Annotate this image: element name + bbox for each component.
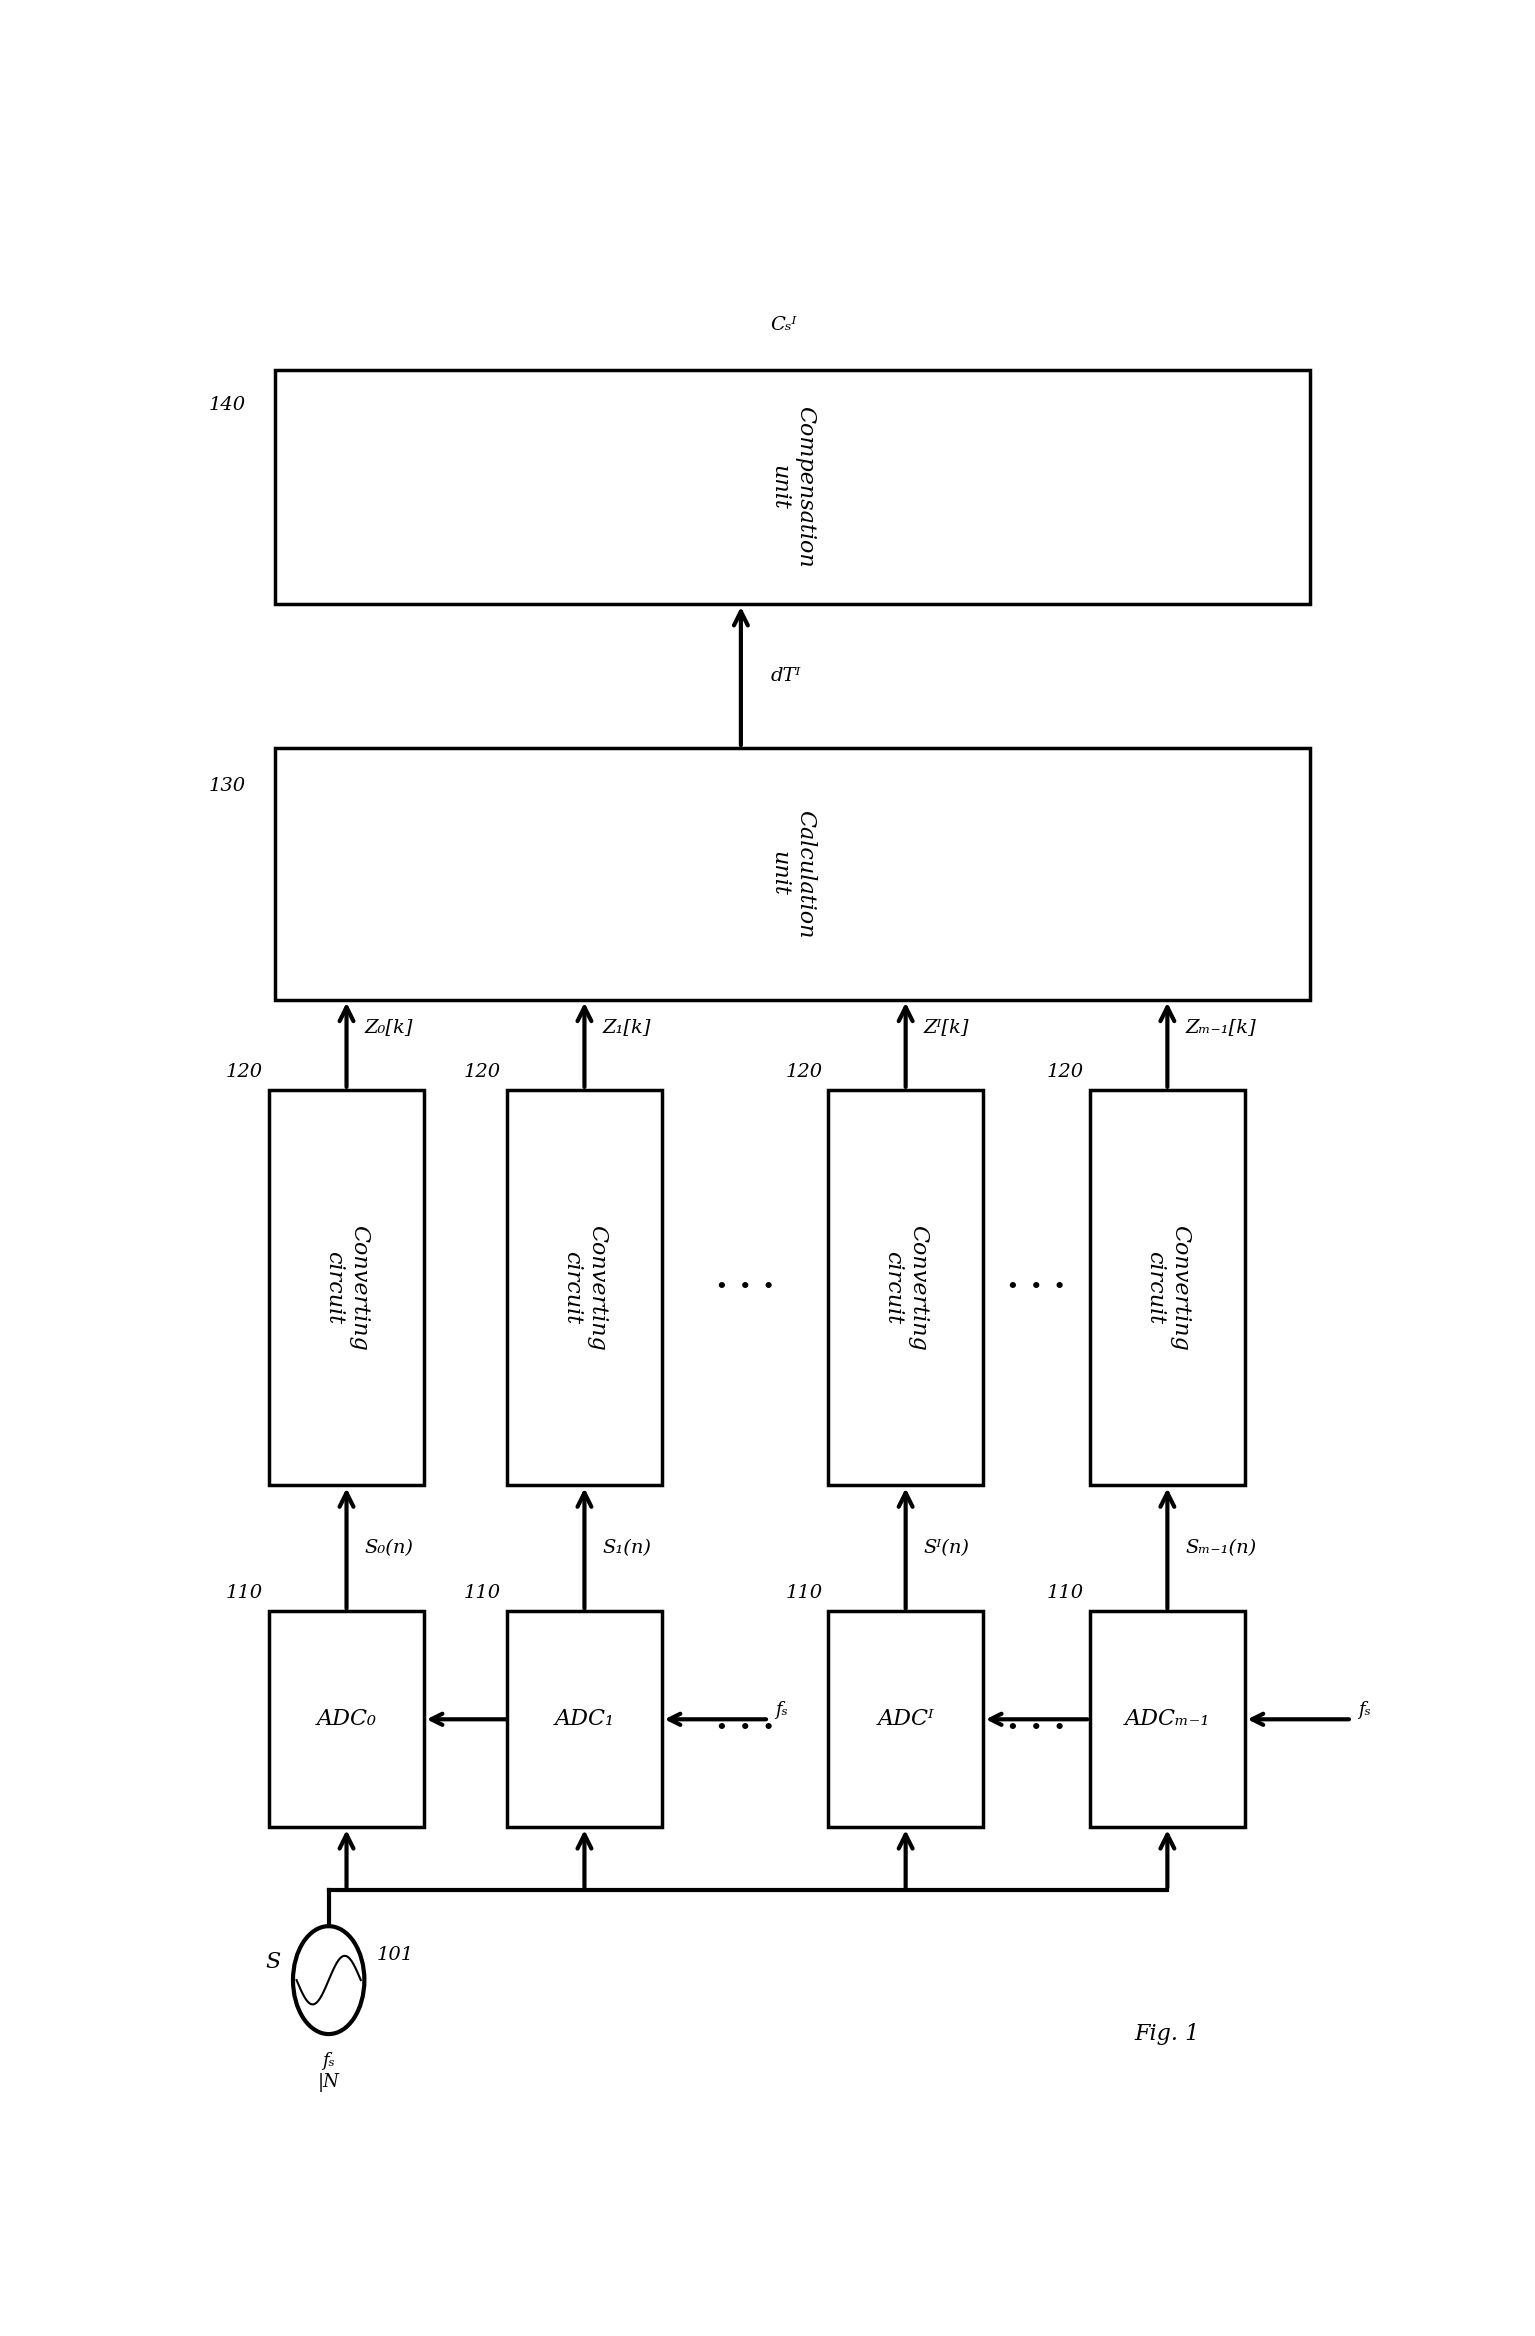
Text: . . .: . . . bbox=[1007, 1261, 1065, 1294]
Bar bbox=[275, 748, 1311, 1000]
Text: Cₛᴵ: Cₛᴵ bbox=[771, 315, 797, 334]
Bar bbox=[1090, 1091, 1245, 1486]
Text: 140: 140 bbox=[209, 397, 246, 413]
Bar bbox=[275, 371, 1311, 605]
Text: Sₘ₋₁(n): Sₘ₋₁(n) bbox=[1185, 1539, 1257, 1558]
Text: Z₁[k]: Z₁[k] bbox=[602, 1018, 651, 1035]
Bar bbox=[829, 1091, 982, 1486]
Text: S₀(n): S₀(n) bbox=[364, 1539, 413, 1558]
Text: 101: 101 bbox=[376, 1946, 413, 1965]
Text: fₛ: fₛ bbox=[537, 1701, 550, 1719]
Text: Converting
circuit: Converting circuit bbox=[322, 1224, 370, 1350]
Text: Sᴵ(n): Sᴵ(n) bbox=[924, 1539, 970, 1558]
Text: 110: 110 bbox=[464, 1584, 500, 1602]
Bar bbox=[507, 1612, 662, 1827]
Text: 130: 130 bbox=[209, 778, 246, 794]
Text: Converting
circuit: Converting circuit bbox=[1144, 1224, 1191, 1350]
Text: S₁(n): S₁(n) bbox=[602, 1539, 651, 1558]
Text: fₛ: fₛ bbox=[1096, 1701, 1108, 1719]
Text: . . .: . . . bbox=[1007, 1703, 1065, 1736]
Text: . . .: . . . bbox=[715, 1261, 774, 1294]
Text: ADCᴵ: ADCᴵ bbox=[878, 1708, 933, 1731]
Text: 120: 120 bbox=[1047, 1063, 1084, 1082]
Text: Zₘ₋₁[k]: Zₘ₋₁[k] bbox=[1185, 1018, 1256, 1035]
Bar bbox=[269, 1612, 424, 1827]
Bar bbox=[507, 1091, 662, 1486]
Text: Zᴵ[k]: Zᴵ[k] bbox=[924, 1018, 969, 1035]
Text: Converting
circuit: Converting circuit bbox=[560, 1224, 608, 1350]
Text: Fig. 1: Fig. 1 bbox=[1134, 2023, 1200, 2044]
Text: . . .: . . . bbox=[715, 1703, 774, 1736]
Text: Converting
circuit: Converting circuit bbox=[883, 1224, 929, 1350]
Text: fₛ: fₛ bbox=[775, 1701, 787, 1719]
Text: ADC₀: ADC₀ bbox=[316, 1708, 376, 1731]
Bar bbox=[269, 1091, 424, 1486]
Text: Compensation
unit: Compensation unit bbox=[769, 406, 817, 568]
Text: ADC₁: ADC₁ bbox=[554, 1708, 614, 1731]
Text: 120: 120 bbox=[464, 1063, 500, 1082]
Text: fₛ: fₛ bbox=[1358, 1701, 1371, 1719]
Bar bbox=[829, 1612, 982, 1827]
Text: Calculation
unit: Calculation unit bbox=[769, 811, 817, 939]
Bar bbox=[1090, 1612, 1245, 1827]
Text: S: S bbox=[266, 1951, 281, 1974]
Text: ADCₘ₋₁: ADCₘ₋₁ bbox=[1125, 1708, 1210, 1731]
Text: Z₀[k]: Z₀[k] bbox=[364, 1018, 413, 1035]
Text: dTᴵ: dTᴵ bbox=[771, 668, 801, 684]
Text: 110: 110 bbox=[1047, 1584, 1084, 1602]
Text: fₛ
|N: fₛ |N bbox=[318, 2051, 339, 2091]
Text: 110: 110 bbox=[786, 1584, 823, 1602]
Text: 110: 110 bbox=[226, 1584, 264, 1602]
Text: 120: 120 bbox=[226, 1063, 264, 1082]
Text: 120: 120 bbox=[786, 1063, 823, 1082]
